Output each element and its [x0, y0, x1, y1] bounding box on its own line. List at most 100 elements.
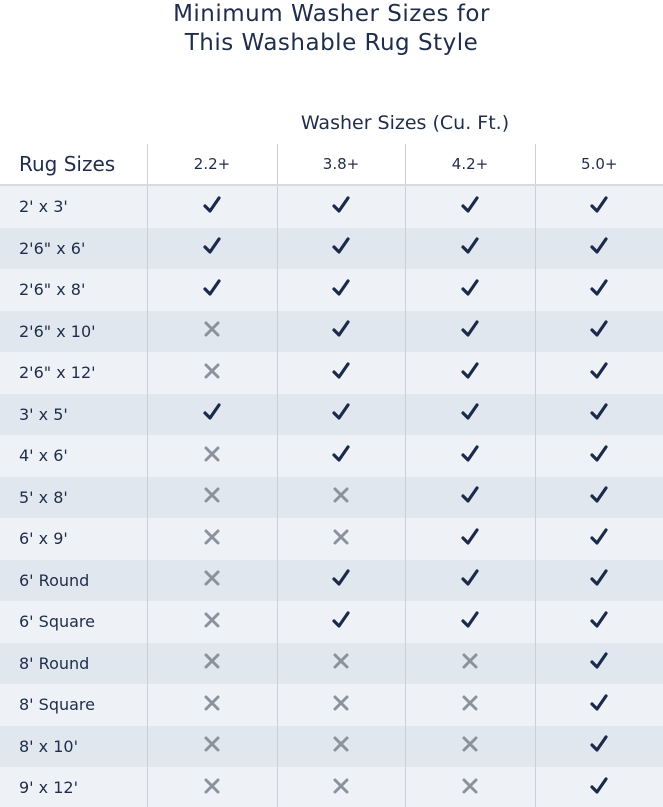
rug-size-label: 3' x 5' — [0, 393, 147, 435]
check-icon — [589, 362, 609, 385]
title-line-1: Minimum Washer Sizes for — [173, 1, 490, 27]
fit-cell — [276, 435, 405, 477]
table-row: 6' x 9' — [0, 518, 663, 560]
fit-cell — [146, 435, 277, 477]
fit-cell — [146, 476, 277, 518]
check-icon — [589, 486, 609, 509]
fit-cell — [534, 642, 663, 684]
cross-icon — [460, 736, 480, 758]
rug-size-label: 8' Square — [0, 684, 147, 726]
check-icon — [589, 445, 609, 468]
check-icon — [331, 569, 351, 592]
fit-cell — [276, 767, 405, 807]
table-row: 2'6" x 10' — [0, 310, 663, 352]
chart-title: Minimum Washer Sizes for This Washable R… — [0, 0, 663, 58]
fit-cell — [146, 518, 277, 560]
check-icon — [589, 237, 609, 260]
fit-cell — [404, 393, 535, 435]
rug-size-label: 2'6" x 12' — [0, 352, 147, 394]
cross-icon — [460, 695, 480, 717]
table-row: 4' x 6' — [0, 435, 663, 477]
check-icon — [589, 569, 609, 592]
fit-cell — [534, 185, 663, 228]
fit-cell — [404, 601, 535, 643]
check-icon — [589, 777, 609, 800]
check-icon — [589, 320, 609, 343]
cross-icon — [202, 736, 222, 758]
check-icon — [331, 320, 351, 343]
check-icon — [460, 569, 480, 592]
rug-size-label: 8' x 10' — [0, 725, 147, 767]
cross-icon — [331, 778, 351, 800]
fit-cell — [276, 725, 405, 767]
fit-cell — [404, 518, 535, 560]
check-icon — [589, 528, 609, 551]
fit-cell — [534, 352, 663, 394]
fit-cell — [534, 435, 663, 477]
column-header: 2.2+ — [146, 144, 277, 186]
fit-cell — [404, 642, 535, 684]
cross-icon — [202, 321, 222, 343]
rug-size-label: 2' x 3' — [0, 185, 147, 228]
compatibility-table: Rug Sizes 2.2+ 3.8+ 4.2+ 5.0+ 2' x 3' 2'6… — [0, 144, 663, 807]
column-header: 5.0+ — [534, 144, 663, 186]
fit-cell — [404, 227, 535, 269]
fit-cell — [534, 518, 663, 560]
fit-cell — [146, 310, 277, 352]
check-icon — [331, 196, 351, 219]
cross-icon — [202, 695, 222, 717]
table-row: 3' x 5' — [0, 393, 663, 435]
check-icon — [460, 362, 480, 385]
fit-cell — [146, 269, 277, 311]
cross-icon — [202, 570, 222, 592]
check-icon — [460, 320, 480, 343]
title-line-2: This Washable Rug Style — [184, 30, 479, 56]
check-icon — [460, 403, 480, 426]
table-row: 2'6" x 8' — [0, 269, 663, 311]
check-icon — [460, 445, 480, 468]
check-icon — [589, 403, 609, 426]
cross-icon — [460, 653, 480, 675]
fit-cell — [146, 352, 277, 394]
fit-cell — [276, 601, 405, 643]
check-icon — [589, 652, 609, 675]
table-row: 6' Square — [0, 601, 663, 643]
check-icon — [331, 362, 351, 385]
rug-size-label: 6' Round — [0, 559, 147, 601]
fit-cell — [534, 684, 663, 726]
check-icon — [589, 694, 609, 717]
table-row: 8' Square — [0, 684, 663, 726]
fit-cell — [276, 310, 405, 352]
check-icon — [202, 196, 222, 219]
fit-cell — [534, 476, 663, 518]
fit-cell — [276, 559, 405, 601]
fit-cell — [276, 227, 405, 269]
rug-size-label: 4' x 6' — [0, 435, 147, 477]
fit-cell — [276, 393, 405, 435]
fit-cell — [276, 684, 405, 726]
check-icon — [460, 279, 480, 302]
cross-icon — [202, 612, 222, 634]
column-header: 4.2+ — [404, 144, 535, 186]
rug-size-label: 2'6" x 8' — [0, 269, 147, 311]
rug-size-label: 2'6" x 10' — [0, 310, 147, 352]
rug-size-label: 9' x 12' — [0, 767, 147, 807]
cross-icon — [331, 529, 351, 551]
fit-cell — [404, 767, 535, 807]
cross-icon — [202, 529, 222, 551]
fit-cell — [276, 352, 405, 394]
fit-cell — [534, 393, 663, 435]
fit-cell — [404, 435, 535, 477]
fit-cell — [534, 725, 663, 767]
fit-cell — [534, 310, 663, 352]
table-row: 2'6" x 12' — [0, 352, 663, 394]
fit-cell — [404, 684, 535, 726]
check-icon — [460, 611, 480, 634]
fit-cell — [404, 310, 535, 352]
column-header: 3.8+ — [276, 144, 405, 186]
fit-cell — [534, 559, 663, 601]
check-icon — [589, 735, 609, 758]
cross-icon — [202, 363, 222, 385]
fit-cell — [146, 725, 277, 767]
